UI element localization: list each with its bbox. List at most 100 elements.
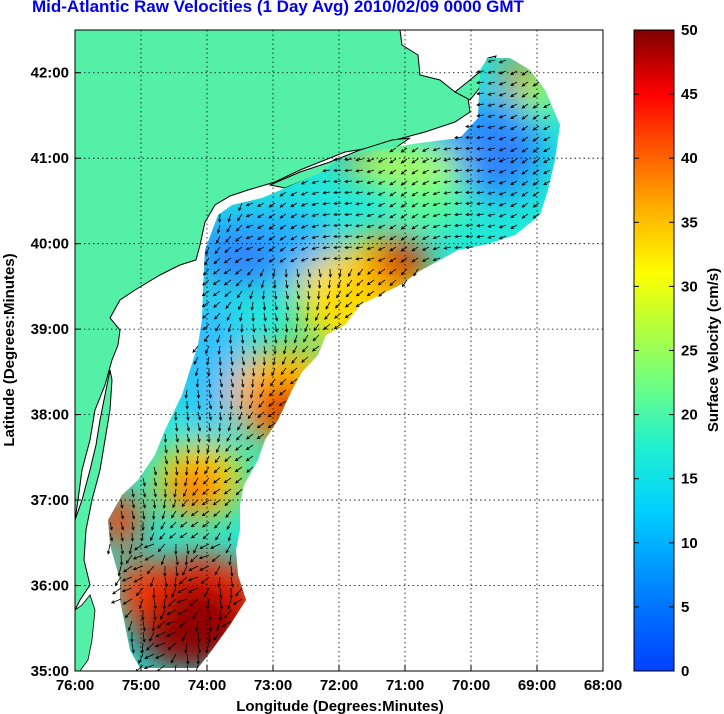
velocity-arrow: [153, 609, 157, 621]
velocity-arrow: [279, 191, 287, 197]
velocity-arrow: [245, 224, 254, 229]
velocity-arrow: [214, 246, 221, 255]
velocity-arrow: [195, 455, 200, 465]
velocity-arrow: [432, 158, 441, 163]
velocity-arrow: [164, 477, 168, 487]
velocity-arrow: [296, 268, 300, 278]
velocity-arrow: [263, 334, 268, 344]
velocity-arrow: [338, 268, 342, 278]
velocity-arrow: [422, 202, 430, 207]
velocity-arrow: [227, 598, 232, 610]
velocity-arrow: [521, 202, 529, 208]
velocity-arrow: [454, 168, 463, 173]
velocity-arrow: [498, 169, 507, 174]
velocity-arrow: [226, 224, 232, 233]
velocity-arrow: [443, 224, 452, 228]
velocity-arrow: [190, 554, 199, 563]
velocity-arrow: [422, 213, 430, 218]
velocity-arrow: [432, 224, 441, 229]
velocity-arrow: [498, 125, 507, 130]
velocity-arrow: [296, 290, 301, 300]
velocity-arrow: [377, 180, 386, 185]
velocity-arrow: [225, 510, 232, 518]
velocity-arrow: [315, 312, 320, 322]
velocity-arrow: [208, 411, 212, 421]
velocity-arrow: [389, 279, 397, 287]
velocity-arrow: [377, 224, 386, 229]
velocity-arrow: [157, 620, 166, 629]
velocity-arrow: [337, 279, 342, 289]
velocity-arrow: [521, 158, 529, 164]
velocity-arrow: [400, 202, 408, 208]
velocity-arrow: [170, 653, 177, 664]
velocity-arrow: [151, 620, 156, 632]
velocity-arrow: [432, 257, 441, 262]
velocity-arrow: [230, 356, 234, 366]
land-delmarva: [75, 369, 113, 611]
velocity-arrow: [204, 257, 210, 266]
velocity-arrow: [225, 543, 232, 554]
velocity-arrow: [201, 510, 210, 517]
velocity-arrow: [510, 224, 518, 229]
velocity-arrow: [284, 268, 288, 278]
velocity-arrow: [174, 664, 177, 671]
velocity-arrow: [400, 180, 408, 186]
velocity-arrow: [389, 213, 397, 219]
velocity-arrow: [322, 224, 331, 228]
velocity-arrow: [186, 653, 190, 665]
velocity-arrow: [333, 245, 342, 250]
velocity-arrow: [279, 389, 287, 396]
velocity-arrow: [226, 312, 232, 321]
velocity-arrow: [532, 125, 540, 131]
velocity-arrow: [543, 114, 551, 119]
velocity-arrow: [532, 81, 540, 87]
velocity-arrow: [498, 136, 507, 141]
velocity-arrow: [322, 191, 331, 195]
velocity-arrow: [185, 455, 190, 465]
velocity-arrow: [290, 191, 298, 197]
velocity-arrow: [279, 246, 287, 252]
velocity-arrow: [316, 290, 321, 300]
velocity-arrow: [366, 180, 375, 185]
velocity-arrow: [498, 59, 507, 64]
velocity-arrow: [282, 356, 287, 366]
velocity-arrow: [268, 213, 276, 219]
velocity-arrow: [235, 279, 243, 287]
velocity-arrow: [411, 224, 419, 230]
velocity-arrow: [218, 411, 223, 421]
velocity-arrow: [443, 202, 452, 206]
velocity-arrow: [164, 587, 168, 599]
velocity-arrow: [128, 543, 133, 555]
velocity-arrow: [205, 246, 210, 256]
velocity-arrow: [217, 213, 222, 223]
velocity-arrow: [195, 378, 200, 388]
velocity-arrow: [268, 235, 276, 241]
velocity-arrow: [521, 81, 529, 87]
velocity-arrow: [219, 378, 223, 388]
velocity-arrow: [355, 257, 364, 261]
velocity-arrow: [208, 620, 212, 632]
velocity-arrow: [168, 598, 177, 607]
velocity-arrow: [223, 257, 232, 264]
velocity-arrow: [120, 510, 124, 520]
velocity-arrow: [521, 180, 529, 186]
velocity-arrow: [120, 499, 124, 509]
velocity-arrow: [498, 81, 507, 86]
velocity-arrow: [190, 510, 199, 517]
velocity-arrow: [278, 400, 287, 407]
velocity-arrow: [245, 444, 254, 451]
velocity-arrow: [355, 290, 364, 297]
velocity-arrow: [252, 323, 256, 333]
velocity-arrow: [271, 367, 276, 377]
velocity-arrow: [411, 235, 419, 241]
velocity-arrow: [411, 257, 419, 263]
y-axis-ticks: 42:00 41:00 40:00 39:00 38:00 37:00 36:00 35:00: [31, 65, 81, 680]
velocity-arrow: [225, 235, 232, 243]
velocity-arrow: [333, 212, 342, 217]
velocity-arrow: [169, 521, 177, 529]
velocity-arrow: [432, 246, 441, 251]
velocity-arrow: [217, 422, 222, 432]
velocity-arrow: [164, 466, 169, 476]
velocity-arrow: [186, 543, 190, 555]
velocity-arrow: [389, 169, 397, 175]
